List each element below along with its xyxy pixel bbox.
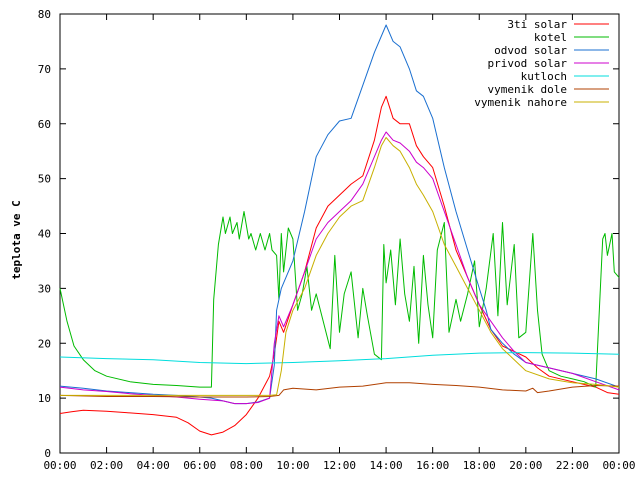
series-line-kutloch [59, 352, 620, 365]
y-tick-label: 40 [38, 228, 51, 241]
x-tick-label: 12:00 [323, 459, 356, 472]
y-tick-label: 30 [38, 282, 51, 295]
x-tick-label: 22:00 [556, 459, 589, 472]
x-tick-label: 20:00 [509, 459, 542, 472]
x-tick-label: 02:00 [90, 459, 123, 472]
series-line-privod-solar [59, 131, 620, 405]
legend-label: vymenik nahore [474, 96, 567, 109]
x-tick-label: 16:00 [416, 459, 449, 472]
series-line-vymenik-dole [59, 382, 620, 398]
x-tick-label: 04:00 [137, 459, 170, 472]
x-tick-label: 10:00 [276, 459, 309, 472]
y-tick-label: 80 [38, 8, 51, 21]
axes: 0 10 20 30 40 50 60 70 80 00:00 02:00 04:00 06:00 08:… [38, 8, 636, 472]
plot-lines [59, 24, 620, 436]
series-line-kotel [59, 211, 620, 388]
y-tick-label: 20 [38, 337, 51, 350]
x-tick-label: 18:00 [463, 459, 496, 472]
x-tick-label: 00:00 [43, 459, 76, 472]
series-line-vymenik-nahore [60, 137, 620, 396]
y-tick-label: 60 [38, 118, 51, 131]
y-axis-label: teplota ve C [10, 200, 23, 279]
legend-label: privod solar [488, 57, 568, 70]
legend-label: kutloch [521, 70, 567, 83]
legend-label: odvod solar [494, 44, 567, 57]
x-tick-label: 06:00 [183, 459, 216, 472]
legend-label: kotel [534, 31, 567, 44]
y-tick-label: 50 [38, 173, 51, 186]
x-tick-label: 08:00 [230, 459, 263, 472]
y-tick-label: 10 [38, 392, 51, 405]
legend-label: vymenik dole [488, 83, 567, 96]
series-line-odvod-solar [59, 24, 620, 405]
x-tick-label: 14:00 [370, 459, 403, 472]
x-tick-label: 00:00 [602, 459, 635, 472]
y-tick-label: 70 [38, 63, 51, 76]
y-tick-label: 0 [44, 447, 51, 460]
series-line-3ti-solar [59, 95, 620, 436]
legend-label: 3ti solar [507, 18, 567, 31]
